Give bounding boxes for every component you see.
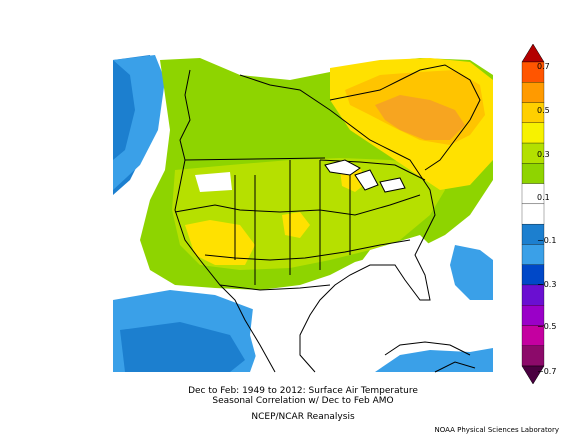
- neutral-region-nw: [195, 172, 232, 192]
- atlantic-blue-region: [450, 245, 493, 300]
- colorbar-label: 0.3: [537, 150, 550, 159]
- colorbar-label: 0.1: [537, 193, 550, 202]
- colorbar: [521, 44, 545, 384]
- great-lakes: [324, 159, 406, 193]
- colorbar-label: −0.7: [537, 367, 557, 376]
- labrador-strong-region: [375, 95, 465, 140]
- colorbar-swatch: [521, 163, 545, 184]
- colorbar-label: −0.1: [537, 236, 557, 245]
- southwest-dark-blue-region: [120, 322, 245, 372]
- colorbar-swatch: [521, 82, 545, 103]
- colorbar-swatch: [521, 122, 545, 144]
- colorbar-label: −0.5: [537, 322, 557, 331]
- colorbar-label: −0.3: [537, 280, 557, 289]
- west-yellow-region: [185, 220, 255, 265]
- title-line-1: Dec to Feb: 1949 to 2012: Surface Air Te…: [188, 386, 418, 396]
- credit-text: NOAA Physical Sciences Laboratory: [434, 426, 559, 434]
- colorbar-swatch: [521, 244, 545, 265]
- colorbar-swatch: [521, 203, 545, 225]
- colorbar-swatch: [521, 345, 545, 367]
- caribbean-blue-region: [375, 348, 493, 372]
- neutral-region-southeast: [355, 235, 440, 300]
- neutral-region-mexico: [250, 285, 355, 372]
- colorbar-label: 0.7: [537, 62, 550, 71]
- colorbar-bottom-arrow: [521, 365, 545, 384]
- title-line-2: Seasonal Correlation w/ Dec to Feb AMO: [212, 396, 394, 406]
- title-line-3: NCEP/NCAR Reanalysis: [251, 412, 355, 422]
- colorbar-label: 0.5: [537, 106, 550, 115]
- pacific-light-blue-region: [113, 55, 165, 190]
- colorbar-top-arrow: [521, 44, 545, 63]
- colorbar-boxes: [521, 44, 545, 384]
- colorado-yellow-region: [282, 212, 310, 238]
